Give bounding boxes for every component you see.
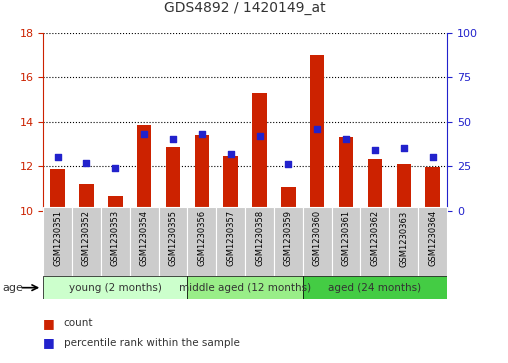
FancyBboxPatch shape: [130, 207, 158, 276]
Bar: [108, 196, 122, 211]
FancyBboxPatch shape: [274, 207, 303, 276]
Text: GSM1230351: GSM1230351: [53, 210, 62, 266]
FancyBboxPatch shape: [158, 207, 187, 276]
FancyBboxPatch shape: [187, 207, 216, 276]
Point: [256, 133, 264, 139]
Text: percentile rank within the sample: percentile rank within the sample: [64, 338, 239, 348]
FancyBboxPatch shape: [101, 207, 130, 276]
Text: GSM1230354: GSM1230354: [140, 210, 149, 266]
Text: GSM1230357: GSM1230357: [226, 210, 235, 266]
Bar: [252, 93, 267, 211]
FancyBboxPatch shape: [303, 207, 332, 276]
Point: [400, 145, 408, 151]
Bar: [137, 125, 151, 211]
Text: age: age: [3, 283, 23, 293]
FancyBboxPatch shape: [216, 207, 245, 276]
FancyBboxPatch shape: [361, 207, 389, 276]
Text: GSM1230355: GSM1230355: [169, 210, 177, 266]
Text: GSM1230352: GSM1230352: [82, 210, 91, 266]
Point: [342, 136, 350, 142]
Bar: [224, 156, 238, 211]
Bar: [79, 184, 93, 211]
Point: [53, 154, 61, 160]
Point: [227, 151, 235, 156]
Text: young (2 months): young (2 months): [69, 283, 162, 293]
Text: GSM1230363: GSM1230363: [399, 210, 408, 266]
Bar: [166, 147, 180, 211]
FancyBboxPatch shape: [72, 207, 101, 276]
Text: GSM1230361: GSM1230361: [341, 210, 351, 266]
FancyBboxPatch shape: [389, 207, 418, 276]
FancyBboxPatch shape: [303, 276, 447, 299]
Text: GSM1230359: GSM1230359: [284, 210, 293, 266]
Point: [169, 136, 177, 142]
Text: GSM1230362: GSM1230362: [370, 210, 379, 266]
FancyBboxPatch shape: [43, 276, 187, 299]
Text: GSM1230360: GSM1230360: [313, 210, 322, 266]
Point: [313, 126, 321, 132]
Bar: [310, 55, 325, 211]
FancyBboxPatch shape: [332, 207, 361, 276]
Text: ■: ■: [43, 317, 55, 330]
Point: [82, 160, 90, 166]
Point: [111, 165, 119, 171]
Point: [198, 131, 206, 137]
Text: aged (24 months): aged (24 months): [328, 283, 422, 293]
Bar: [339, 137, 353, 211]
Bar: [50, 170, 65, 211]
FancyBboxPatch shape: [187, 276, 303, 299]
Text: GSM1230353: GSM1230353: [111, 210, 120, 266]
Point: [371, 147, 379, 153]
Bar: [425, 167, 440, 211]
Text: count: count: [64, 318, 93, 328]
Text: middle aged (12 months): middle aged (12 months): [179, 283, 311, 293]
FancyBboxPatch shape: [418, 207, 447, 276]
Bar: [397, 164, 411, 211]
Text: GDS4892 / 1420149_at: GDS4892 / 1420149_at: [164, 0, 326, 15]
Bar: [281, 187, 296, 211]
Text: ■: ■: [43, 337, 55, 350]
Text: GSM1230356: GSM1230356: [197, 210, 206, 266]
Text: GSM1230358: GSM1230358: [255, 210, 264, 266]
Text: GSM1230364: GSM1230364: [428, 210, 437, 266]
Point: [284, 162, 293, 167]
Bar: [195, 135, 209, 211]
FancyBboxPatch shape: [245, 207, 274, 276]
FancyBboxPatch shape: [43, 207, 72, 276]
Bar: [368, 159, 382, 211]
Point: [429, 154, 437, 160]
Point: [140, 131, 148, 137]
